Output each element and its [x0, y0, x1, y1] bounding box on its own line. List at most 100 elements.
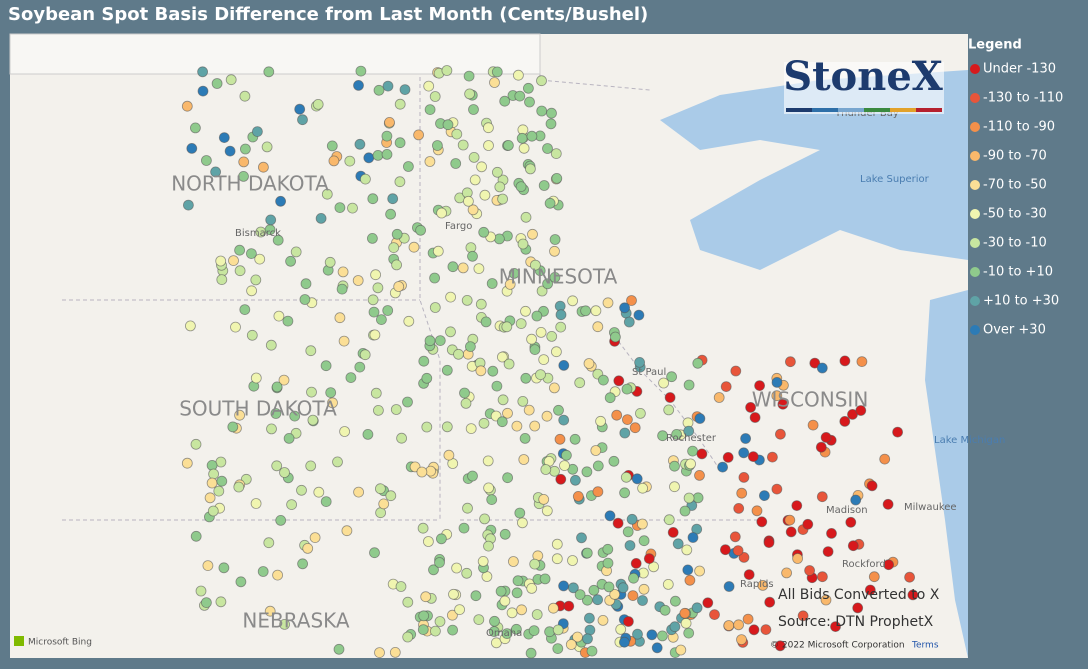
bid-point [189, 122, 201, 134]
bid-point [508, 556, 519, 567]
bid-point [622, 414, 633, 426]
legend-swatch [970, 180, 980, 190]
bid-point [283, 432, 295, 444]
bid-point [619, 427, 631, 439]
bid-point [273, 310, 285, 322]
bid-point [211, 78, 223, 89]
bid-point [486, 278, 498, 289]
bid-point [215, 596, 227, 608]
bid-point [422, 536, 434, 547]
bid-point [441, 65, 453, 76]
bid-point [692, 357, 704, 369]
bid-point [569, 433, 581, 445]
place-label: St Paul [632, 367, 666, 378]
bid-point [370, 387, 382, 399]
bid-point [511, 623, 522, 635]
bid-point [446, 609, 458, 621]
bid-point [519, 432, 531, 444]
bid-point [431, 140, 443, 151]
bid-point [341, 525, 353, 537]
bid-point [381, 148, 393, 160]
bid-point [634, 356, 645, 368]
bid-point [434, 335, 446, 347]
bid-point [771, 390, 783, 402]
bid-point [447, 624, 459, 636]
bid-point [545, 118, 557, 130]
bid-point [297, 114, 308, 126]
bid-point [389, 647, 401, 658]
bid-point [864, 584, 876, 596]
bid-point [685, 458, 696, 470]
bid-point [617, 582, 629, 594]
bid-point [250, 274, 262, 286]
bid-point [558, 359, 570, 371]
legend-label: -130 to -110 [983, 91, 1063, 106]
note: Source: DTN ProphetX [778, 614, 934, 630]
bid-point [395, 581, 407, 592]
bid-point [598, 374, 609, 386]
bid-point [815, 441, 827, 453]
bid-point [523, 82, 534, 94]
bid-point [238, 170, 249, 182]
bid-point [374, 647, 385, 658]
bid-point [402, 396, 413, 408]
bid-point [501, 321, 513, 333]
bid-point [347, 202, 358, 214]
bid-point [807, 419, 819, 431]
bid-point [635, 407, 646, 419]
bid-point [216, 475, 228, 487]
bid-point [195, 585, 207, 597]
bid-point [629, 422, 641, 434]
bid-point [602, 543, 614, 555]
legend-label: -30 to -10 [983, 236, 1047, 251]
bid-point [486, 494, 498, 506]
bid-point [526, 583, 538, 594]
bid-point [429, 302, 441, 313]
bid-point [785, 356, 796, 368]
bid-point [722, 451, 734, 463]
terms-link[interactable]: Terms [911, 641, 939, 651]
bid-point [574, 589, 586, 600]
bid-point [542, 278, 553, 290]
bid-point [883, 559, 894, 571]
bid-point [817, 571, 828, 583]
bid-point [482, 122, 494, 134]
bid-point [312, 99, 324, 110]
bid-point [754, 380, 765, 392]
place-label: Fargo [445, 221, 472, 232]
bid-point [421, 372, 433, 384]
bid-point [215, 255, 227, 267]
bid-point [830, 621, 841, 632]
bid-point [462, 195, 474, 207]
bid-point [732, 545, 744, 556]
bid-point [637, 482, 648, 494]
bid-point [692, 492, 704, 504]
legend-label: Over +30 [983, 323, 1046, 338]
bid-point [494, 181, 506, 193]
bid-point [531, 310, 543, 322]
bid-point [759, 490, 770, 502]
place-label: Bismarck [235, 228, 281, 239]
bid-point [517, 517, 528, 529]
bid-point [495, 585, 507, 597]
legend: Under -130 -130 to -110 -110 to -90 -90 to … [970, 62, 1063, 338]
bid-point [552, 624, 564, 636]
bid-point [551, 346, 562, 358]
bid-point [368, 306, 380, 318]
legend-title: Legend [968, 38, 1022, 53]
bid-point [520, 305, 531, 317]
bid-point [771, 376, 783, 388]
bid-point [514, 90, 526, 102]
bid-point [202, 560, 214, 571]
bid-point [530, 259, 541, 271]
bid-point [740, 433, 751, 444]
bid-point [531, 609, 543, 620]
bid-point [850, 494, 862, 506]
bid-point [626, 295, 637, 306]
bid-point [767, 451, 778, 463]
bid-point [816, 491, 828, 503]
bid-point [418, 355, 430, 367]
bid-point [461, 294, 473, 306]
legend-label: -50 to -30 [983, 207, 1047, 222]
bid-point [254, 253, 266, 265]
